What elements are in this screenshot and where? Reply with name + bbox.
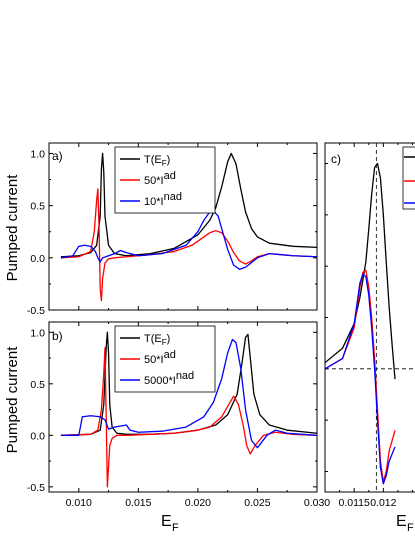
x-axis-title-c-sub: F xyxy=(407,522,414,534)
panel-a: 1.0 0.5 0.0 -0.5 T(EF) 50*Iad 10*Inad xyxy=(27,142,318,317)
legend-entry: 5000*Inad xyxy=(144,370,194,387)
panel-c-label: c) xyxy=(331,152,341,166)
x-axis-title-b: E F xyxy=(161,513,179,534)
legend-b: T(EF) 50*Iad 5000*Inad xyxy=(114,325,216,393)
x-tick-label: 0.012 xyxy=(370,497,396,509)
x-tick-label: 0.010 xyxy=(66,497,92,509)
x-tick-label: 0.0115 xyxy=(338,497,369,509)
legend-entry: T(EF) xyxy=(144,333,170,347)
panel-b-label: b) xyxy=(52,329,63,343)
series-line-a-2 xyxy=(60,210,317,270)
panel-c: 0.0115 0.012 xyxy=(324,142,415,509)
series-line-a-0 xyxy=(60,152,317,258)
legend-entry: 50*Iad xyxy=(144,170,176,187)
y-tick-label: -0.5 xyxy=(27,482,45,494)
x-tick-label: 0.015 xyxy=(125,497,151,509)
x-axis-title-b-sub: F xyxy=(172,522,179,534)
series-line-b-1 xyxy=(60,347,317,488)
y-tick-label: -0.5 xyxy=(27,305,45,317)
series-line-c-2 xyxy=(325,273,396,485)
y-tick-label: 0.0 xyxy=(30,430,45,442)
y-tick-label: 0.5 xyxy=(30,201,45,213)
plot-frame-c xyxy=(324,142,415,493)
y-tick-label: 1.0 xyxy=(30,327,45,339)
plot-frame-a xyxy=(48,142,318,311)
legend-entry: 50*Iad xyxy=(144,349,176,366)
x-tick-label: 0.020 xyxy=(185,497,211,509)
y-tick-label: 0.0 xyxy=(30,253,45,265)
x-axis-title-c: E F xyxy=(396,513,414,534)
y-axis-title-b: Pumped current xyxy=(4,346,21,454)
x-axis-title-b-main: E xyxy=(161,513,172,530)
y-tick-label: 1.0 xyxy=(30,148,45,160)
legend-entry: T(EF) xyxy=(144,154,170,168)
panel-b: 0.010 0.015 0.020 0.025 0.030 1.0 0.5 0.0 -0.5 T(… xyxy=(27,321,330,509)
legend-entry: 10*Inad xyxy=(144,191,182,208)
y-tick-label: 0.5 xyxy=(30,379,45,391)
x-axis-title-c-main: E xyxy=(396,513,407,530)
legend-box-c xyxy=(402,146,415,210)
series-line-c-0 xyxy=(325,162,396,380)
x-tick-label: 0.025 xyxy=(244,497,270,509)
series-line-a-1 xyxy=(60,188,317,302)
series-line-b-2 xyxy=(60,338,317,449)
series-line-c-1 xyxy=(325,269,396,483)
x-tick-label: 0.030 xyxy=(304,497,330,509)
legend-a: T(EF) 50*Iad 10*Inad xyxy=(114,146,216,214)
y-axis-title-a: Pumped current xyxy=(4,174,21,282)
panel-a-label: a) xyxy=(52,149,63,163)
plot-frame-b xyxy=(48,321,318,493)
